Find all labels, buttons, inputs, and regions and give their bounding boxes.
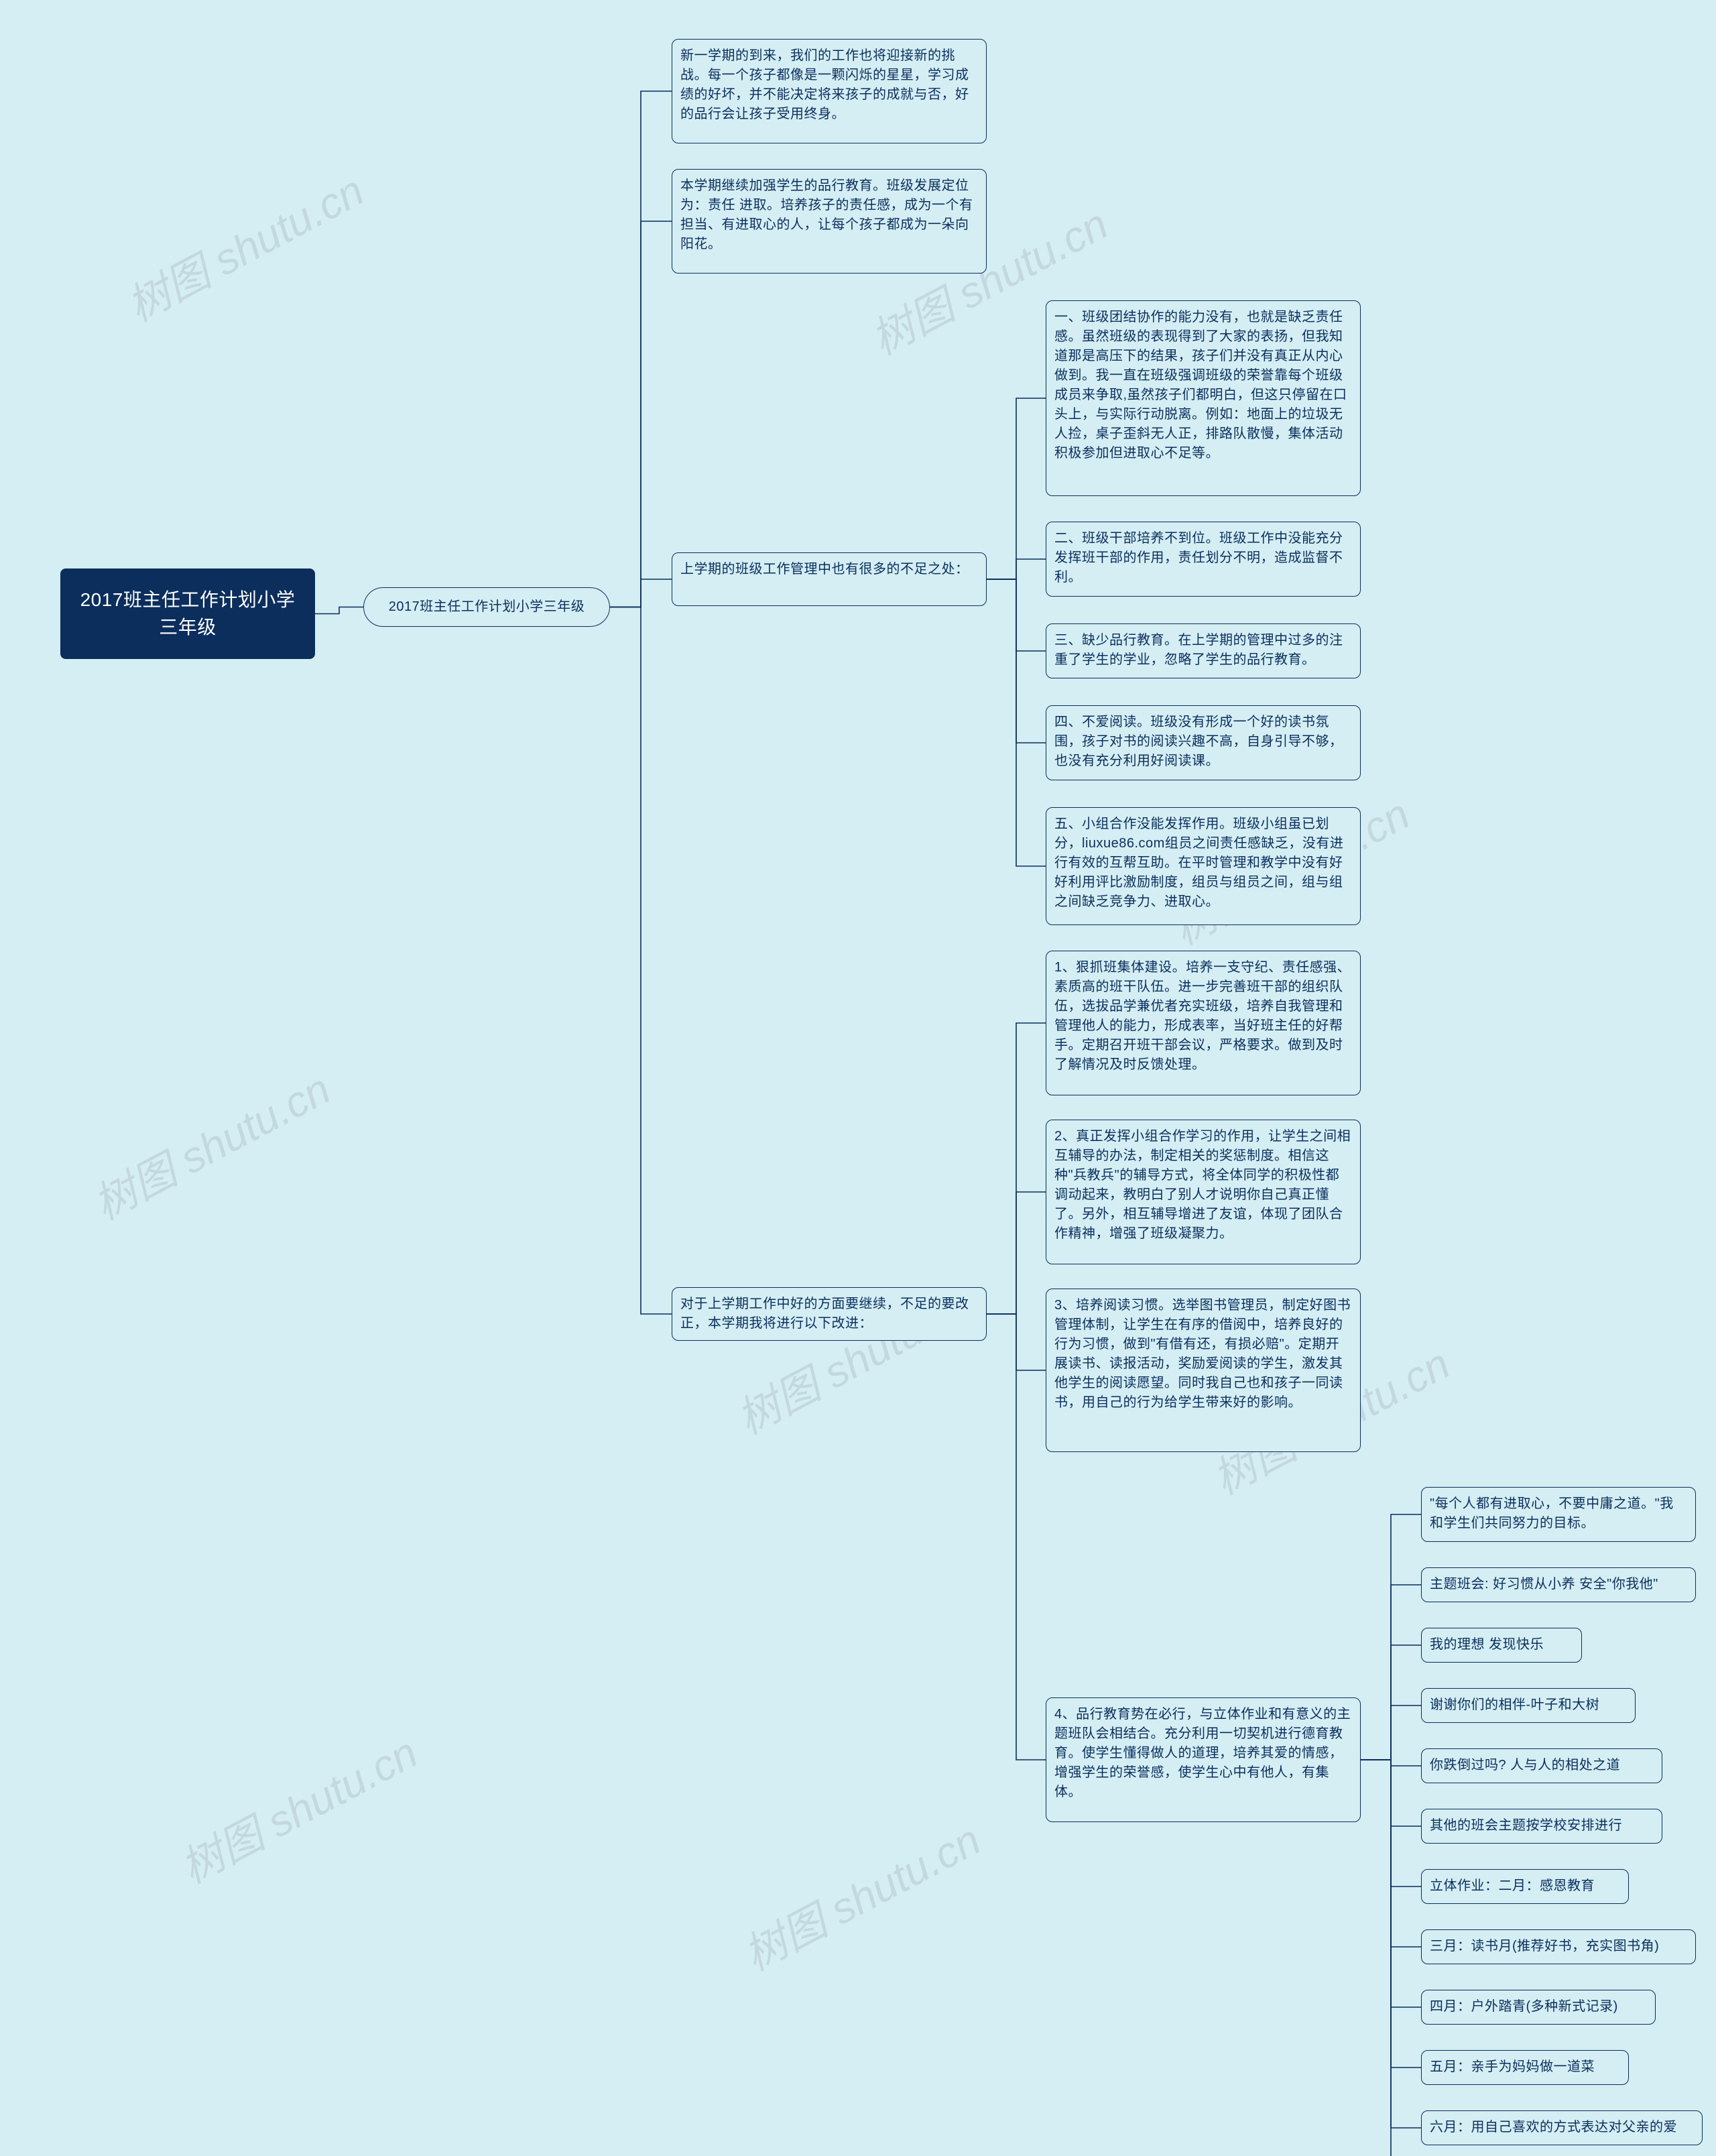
l4-item-0: "每个人都有进取心，不要中庸之道。"我和学生们共同努力的目标。 [1421,1487,1696,1542]
l3-impr-3: 4、品行教育势在必行，与立体作业和有意义的主题班队会相结合。充分利用一切契机进行… [1046,1697,1361,1822]
l4-item-9: 五月：亲手为妈妈做一道菜 [1421,2050,1629,2085]
l4-item-6: 立体作业：二月：感恩教育 [1421,1869,1629,1904]
l2-node-0: 新一学期的到来，我们的工作也将迎接新的挑战。每一个孩子都像是一颗闪烁的星星，学习… [672,39,987,143]
mindmap-stage: 树图 shutu.cn 树图 shutu.cn 树图 shutu.cn 树图 shut… [0,0,1716,2156]
l3-impr-2: 3、培养阅读习惯。选举图书管理员，制定好图书管理体制，让学生在有序的借阅中，培养… [1046,1289,1361,1452]
l3-short-3: 四、不爱阅读。班级没有形成一个好的读书氛围，孩子对书的阅读兴趣不高，自身引导不够… [1046,705,1361,780]
l4-item-5: 其他的班会主题按学校安排进行 [1421,1809,1662,1844]
l3-short-0: 一、班级团结协作的能力没有，也就是缺乏责任感。虽然班级的表现得到了大家的表扬，但… [1046,300,1361,496]
l4-item-3: 谢谢你们的相伴-叶子和大树 [1421,1688,1636,1723]
l3-short-2: 三、缺少品行教育。在上学期的管理中过多的注重了学生的学业，忽略了学生的品行教育。 [1046,623,1361,678]
watermark: 树图 shutu.cn [731,1806,990,1982]
l4-item-8: 四月：户外踏青(多种新式记录) [1421,1990,1656,2025]
root-node: 2017班主任工作计划小学三年级 [60,568,315,659]
watermark: 树图 shutu.cn [168,1719,427,1895]
l3-short-4: 五、小组合作没能发挥作用。班级小组虽已划分，liuxue86.com组员之间责任… [1046,807,1361,925]
watermark: 树图 shutu.cn [115,157,373,333]
l4-item-1: 主题班会: 好习惯从小养 安全"你我他" [1421,1567,1696,1602]
l3-impr-1: 2、真正发挥小组合作学习的作用，让学生之间相互辅导的办法，制定相关的奖惩制度。相… [1046,1120,1361,1264]
l1-node: 2017班主任工作计划小学三年级 [363,587,610,627]
l4-item-4: 你跌倒过吗? 人与人的相处之道 [1421,1748,1662,1783]
l3-impr-0: 1、狠抓班集体建设。培养一支守纪、责任感强、素质高的班干队伍。进一步完善班干部的… [1046,951,1361,1095]
l4-item-7: 三月：读书月(推荐好书，充实图书角) [1421,1929,1696,1964]
l2-node-3: 对于上学期工作中好的方面要继续，不足的要改正，本学期我将进行以下改进： [672,1287,987,1341]
l3-short-1: 二、班级干部培养不到位。班级工作中没能充分发挥班干部的作用，责任划分不明，造成监… [1046,522,1361,597]
l4-item-2: 我的理想 发现快乐 [1421,1628,1582,1663]
watermark: 树图 shutu.cn [81,1055,340,1232]
l4-item-10: 六月：用自己喜欢的方式表达对父亲的爱 [1421,2110,1703,2145]
l2-node-2: 上学期的班级工作管理中也有很多的不足之处： [672,552,987,606]
l2-node-1: 本学期继续加强学生的品行教育。班级发展定位为：责任 进取。培养孩子的责任感，成为… [672,169,987,274]
